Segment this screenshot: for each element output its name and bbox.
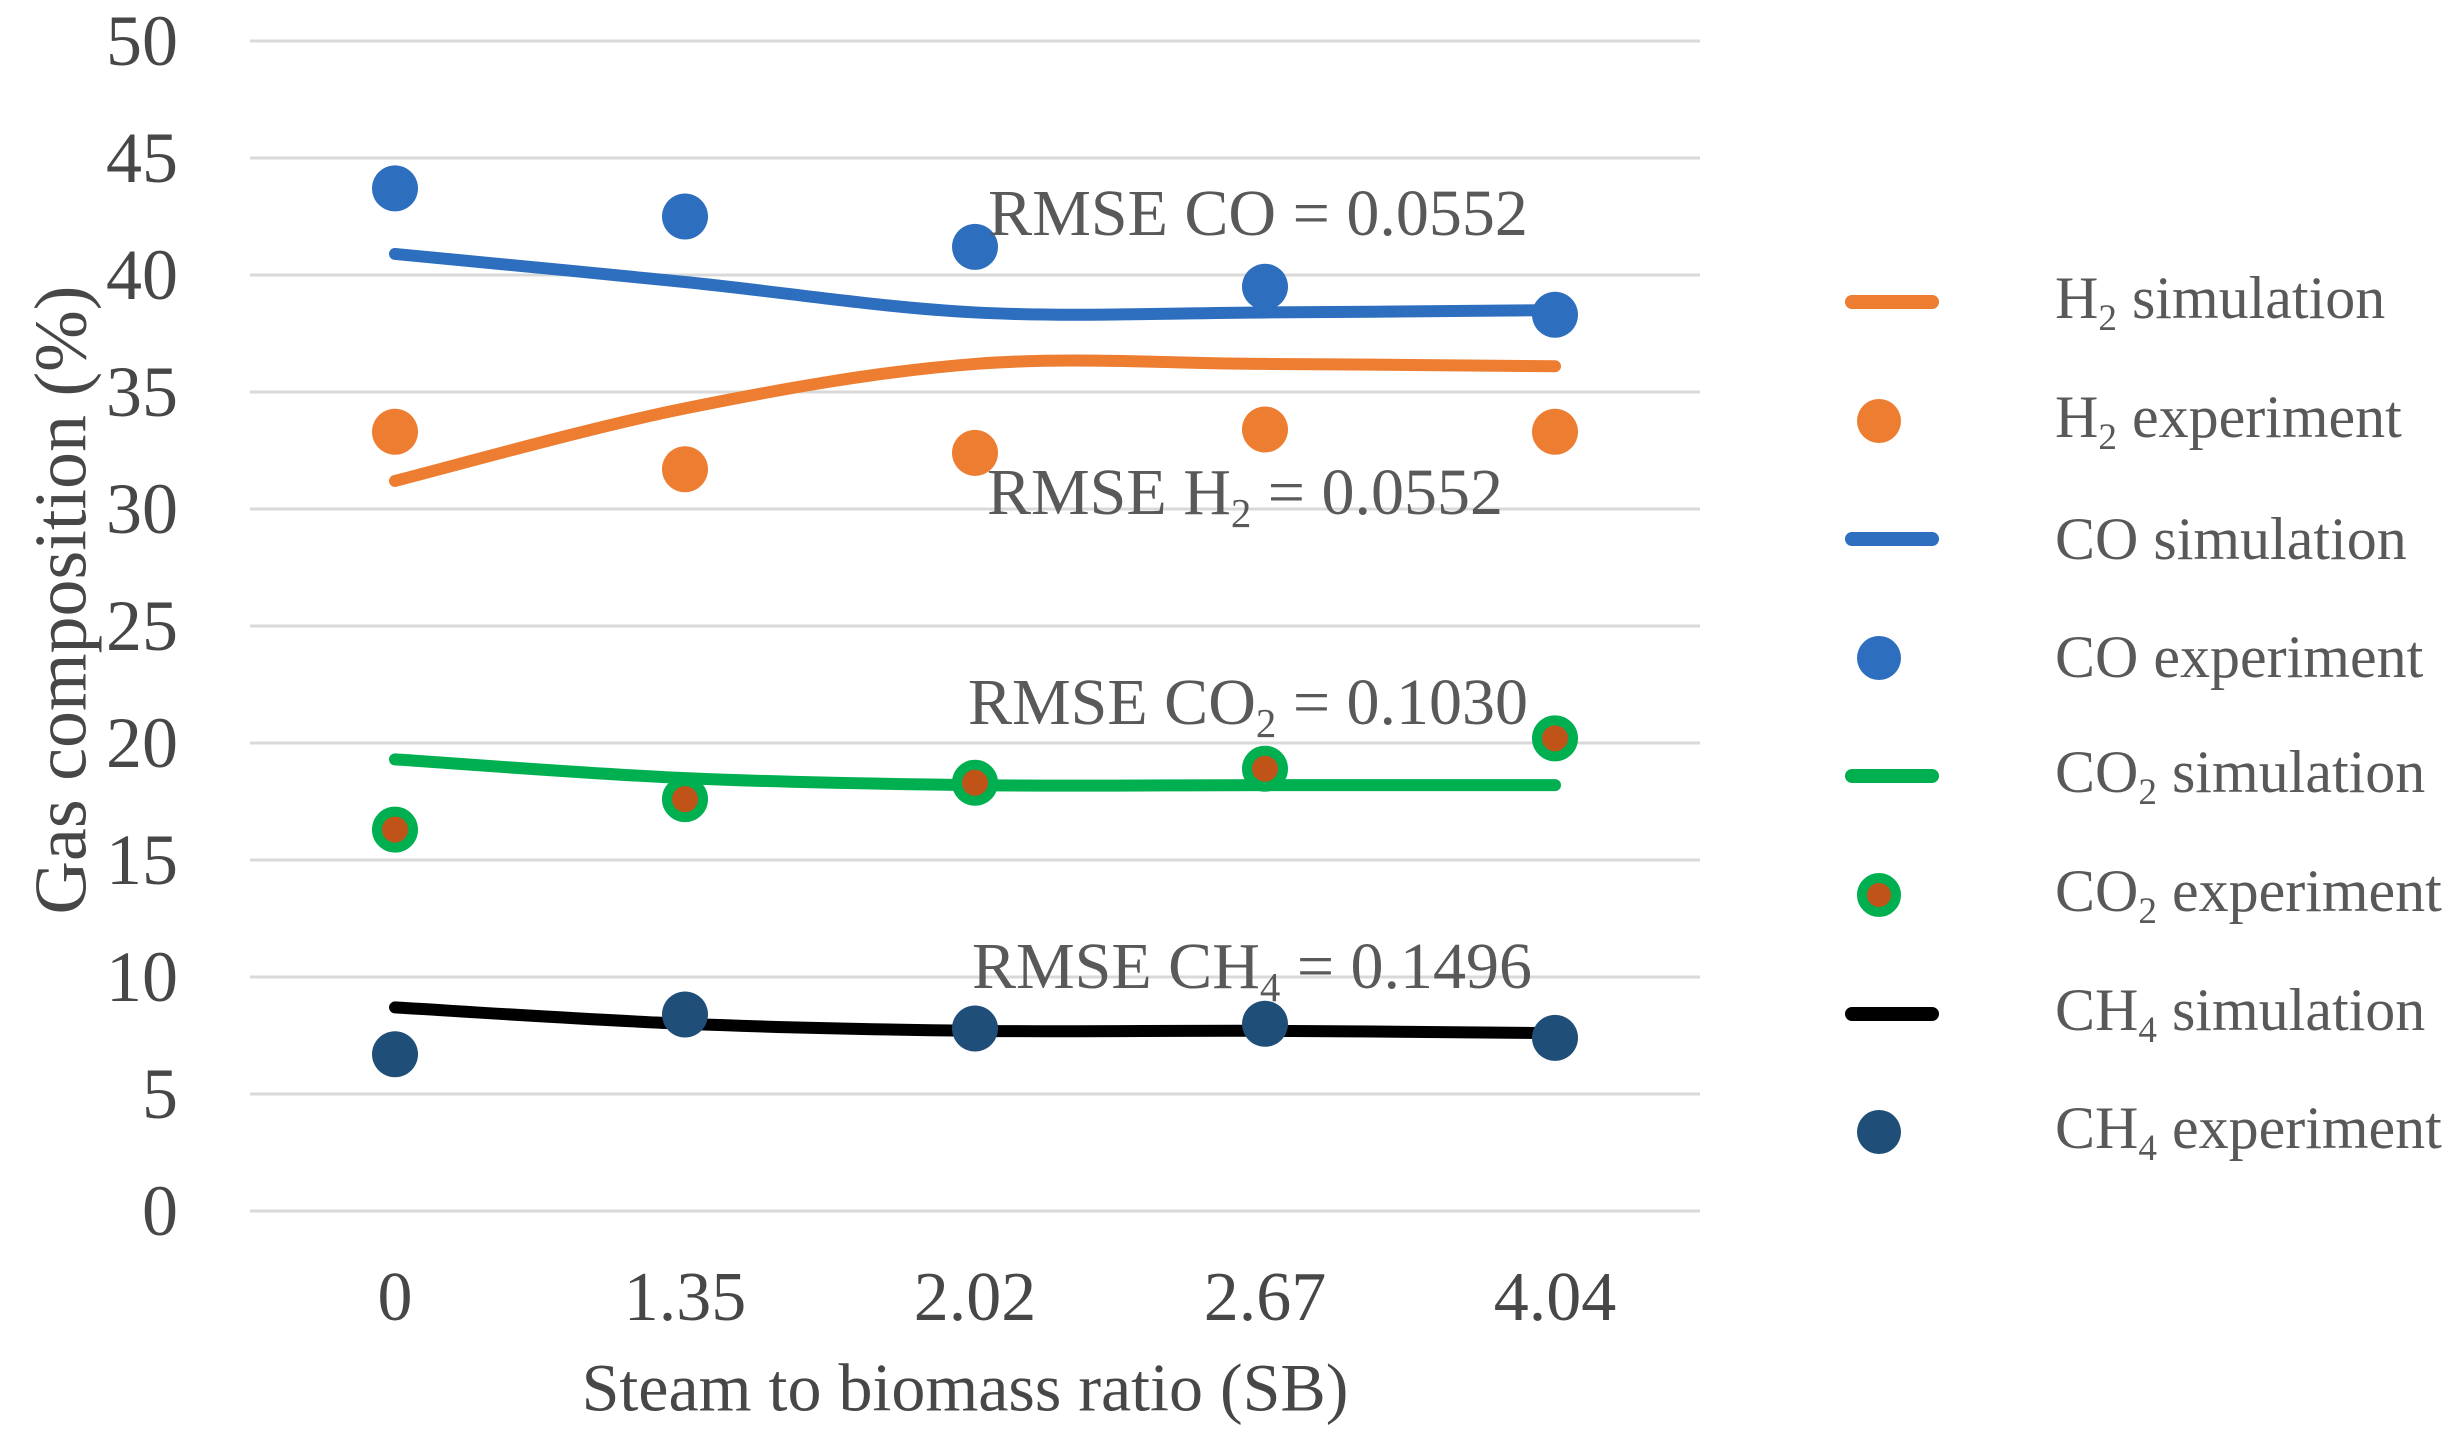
subscript: 4 [2138,1009,2157,1051]
co2-experiment-point [662,776,708,823]
legend-line-swatch-icon [1845,769,1939,784]
ch4-experiment-point [662,991,708,1038]
subscript: 2 [2138,890,2157,932]
ch4-experiment-point [1242,1000,1288,1047]
h2-experiment-point [662,446,708,493]
subscript: 2 [1255,701,1277,747]
legend-line-swatch-icon [1845,1006,1939,1021]
rmse-annotation: RMSE CO2 = 0.1030 [967,665,1529,747]
x-tick-label: 1.35 [623,1259,747,1336]
ch4-experiment-point [952,1005,998,1052]
subscript: 4 [2138,1128,2157,1170]
y-tick-label: 0 [142,1171,178,1251]
x-tick-label: 2.67 [1203,1259,1327,1336]
y-tick-label: 30 [106,469,178,549]
h2-experiment-point [1532,408,1578,455]
legend-item-ch4-simulation: CH4 simulation [1845,962,2425,1066]
legend-line-swatch-icon [1845,532,1939,547]
legend-dot-swatch-icon [1845,873,1939,917]
legend-item-co2-experiment: CO2 experiment [1845,843,2442,947]
co-experiment-point [372,165,418,212]
legend-dot-swatch-icon [1845,398,1939,443]
legend-label: CO simulation [2055,505,2407,572]
legend-dot-swatch-icon [1845,1110,1939,1155]
subscript: 2 [2098,297,2117,339]
legend-label: CH4 simulation [2055,976,2426,1051]
co2-experiment-point [1532,715,1578,762]
y-tick-label: 25 [106,586,178,666]
co2-experiment-point [952,759,998,806]
h2-experiment-point [372,408,418,455]
x-axis-title: Steam to biomass ratio (SB) [581,1349,1349,1426]
legend-label: CH4 experiment [2055,1095,2442,1170]
legend-item-co-simulation: CO simulation [1845,487,2407,591]
legend-item-co-experiment: CO experiment [1845,606,2423,710]
dot-marker-icon [1857,1110,1901,1155]
dot-marker-icon [1857,873,1901,917]
x-tick-label: 0 [377,1259,413,1336]
co-experiment-point [952,223,998,270]
ch4-experiment-point [372,1031,418,1078]
line-marker-icon [1845,1006,1939,1021]
legend-line-swatch-icon [1845,295,1939,309]
y-tick-label: 5 [142,1054,178,1134]
y-tick-label: 15 [106,820,178,900]
h2-experiment-point [952,429,998,476]
co2-experiment-point [1242,745,1288,792]
y-tick-label: 20 [106,703,178,783]
legend-item-co2-simulation: CO2 simulation [1845,724,2425,828]
y-tick-label: 35 [106,352,178,432]
subscript: 2 [2098,416,2117,458]
line-marker-icon [1845,769,1939,784]
line-marker-icon [1845,532,1939,547]
dot-marker-icon [1857,398,1901,443]
y-tick-label: 50 [106,1,178,81]
rmse-annotation: RMSE CO = 0.0552 [988,177,1528,250]
legend-dot-swatch-icon [1845,635,1939,680]
legend-label: CO2 experiment [2055,858,2442,932]
x-tick-label: 4.04 [1493,1259,1617,1336]
rmse-annotation: RMSE H2 = 0.0552 [986,455,1504,537]
legend-item-h2-simulation: H2 simulation [1845,250,2385,354]
x-tick-label: 2.02 [913,1259,1037,1336]
line-marker-icon [1845,295,1939,309]
subscript: 2 [2138,772,2157,814]
co-experiment-point [1242,263,1288,310]
y-tick-label: 10 [106,937,178,1017]
co-experiment-point [662,193,708,240]
ch4-experiment-point [1532,1014,1578,1061]
h2-experiment-point [1242,406,1288,453]
subscript: 2 [1230,491,1252,537]
legend-label: CO experiment [2055,624,2424,691]
legend-item-ch4-experiment: CH4 experiment [1845,1080,2442,1184]
co2-experiment-point [372,806,418,853]
legend-label: H2 experiment [2055,383,2402,458]
co-experiment-point [1532,291,1578,338]
subscript: 4 [1259,965,1281,1011]
rmse-annotation: RMSE CH4 = 0.1496 [971,929,1533,1011]
dot-marker-icon [1857,635,1901,680]
y-tick-label: 45 [106,118,178,198]
y-tick-label: 40 [106,235,178,315]
h2-simulation-line [389,354,1561,487]
legend-item-h2-experiment: H2 experiment [1845,369,2402,473]
legend-label: CO2 simulation [2055,739,2426,814]
co-simulation-line [389,247,1561,321]
legend-label: H2 simulation [2055,265,2386,339]
